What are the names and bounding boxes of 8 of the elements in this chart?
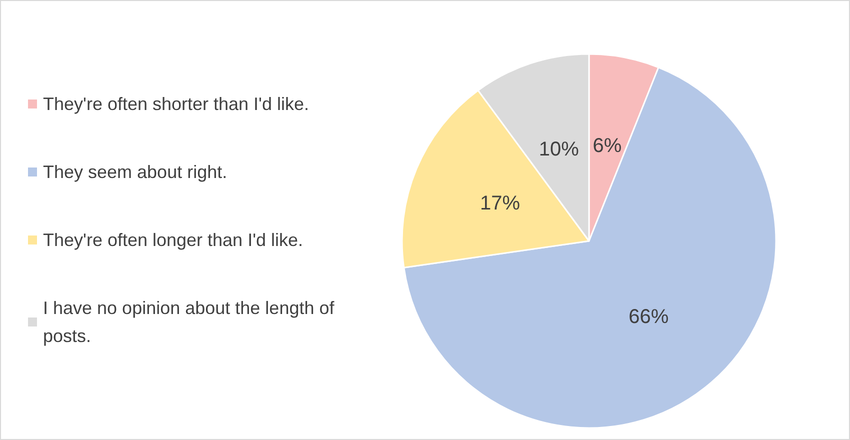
data-label: 66% [628,306,669,328]
legend-label: They're often shorter than I'd like. [43,94,310,114]
data-label: 17% [480,192,520,215]
legend-label: I have no opinion about the length of posts. [43,298,340,346]
legend-label: They're often longer than I'd like. [43,230,304,250]
data-label: 10% [538,138,580,160]
data-label: 6% [592,135,622,158]
legend-label: They seem about right. [43,162,228,182]
